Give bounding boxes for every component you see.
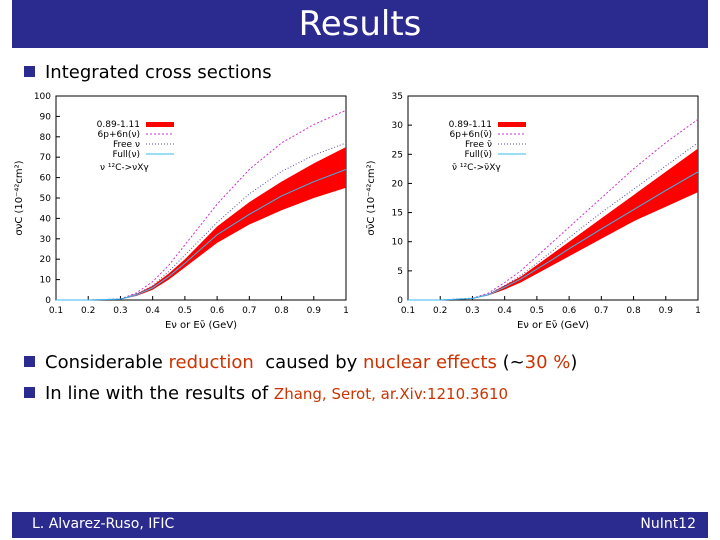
chart-0-xtick-label-8: 0.9: [307, 306, 322, 316]
chart-1-ytick-label-2: 10: [392, 238, 404, 248]
chart-1-ytick-label-7: 35: [392, 92, 403, 102]
chart-0-ytick-label-4: 40: [40, 214, 52, 224]
chart-0-legend-label-2: Free ν: [113, 140, 140, 150]
bullet-text: Integrated cross sections: [45, 62, 272, 83]
bullet-text: caused by: [253, 352, 364, 373]
chart-0-ytick-label-6: 60: [40, 174, 52, 184]
chart-1-xtick-label-7: 0.8: [626, 306, 641, 316]
highlight-nuclear-effects: nuclear effects: [363, 352, 497, 373]
footer-bar: L. Alvarez-Ruso, IFIC NuInt12: [12, 512, 708, 538]
chart-1-ylabel: σν̄C (10⁻⁴²cm²): [366, 160, 377, 235]
chart-1-xtick-label-1: 0.2: [433, 306, 447, 316]
chart-1-ytick-label-6: 30: [392, 121, 404, 131]
chart-1-ytick-label-5: 25: [392, 150, 403, 160]
chart-1-legend-label-3: Full(ν̄): [465, 150, 492, 160]
chart-0-band-uncertainty: [56, 147, 346, 300]
chart-0-series-2: [56, 168, 347, 301]
bullet-reduction: Considerable reduction caused by nuclear…: [24, 352, 577, 373]
chart-1-xtick-label-9: 1: [695, 306, 701, 316]
chart-1-legend-title: ν̄ ¹²C->ν̄Xγ: [452, 163, 501, 173]
chart-1-xtick-label-5: 0.6: [562, 306, 577, 316]
chart-0-xtick-label-1: 0.2: [81, 306, 95, 316]
chart-0-ytick-label-2: 20: [40, 255, 52, 265]
highlight-percent: 30 %: [524, 352, 571, 373]
chart-1-legend-label-2: Free ν̄: [465, 140, 492, 150]
chart-0-legend-title: ν ¹²C->νXγ: [100, 163, 149, 173]
bullet-square-icon: [24, 356, 35, 367]
chart-1-xtick-label-2: 0.3: [465, 306, 479, 316]
chart-0-ytick-label-0: 0: [45, 296, 51, 306]
footer-author: L. Alvarez-Ruso, IFIC: [32, 516, 175, 532]
chart-1-plot-frame: [407, 95, 699, 301]
bullet-line-results: In line with the results of Zhang, Serot…: [24, 383, 508, 404]
bullet-text: ): [570, 352, 578, 373]
chart-0-xtick-label-7: 0.8: [274, 306, 289, 316]
slide-title: Results: [298, 4, 422, 44]
highlight-reduction: reduction: [168, 352, 254, 373]
chart-0-legend-label-1: 6p+6n(ν): [98, 130, 140, 140]
chart-1-ytick-label-1: 5: [397, 267, 403, 277]
chart-0-xtick-label-5: 0.6: [210, 306, 225, 316]
chart-0-xtick-label-3: 0.4: [146, 306, 161, 316]
chart-1-xtick-label-8: 0.9: [659, 306, 674, 316]
chart-antineutrino: 0 5 10 15 20 25 30 35 0.1 0.2 0.3 0.4 0.5 0.6 0.7 0.8 0.…: [366, 92, 701, 331]
chart-0-ylabel: σνC (10⁻⁴²cm²): [14, 160, 25, 235]
bullet-square-icon: [24, 387, 35, 398]
chart-0-legend-label-0: 0.89-1.11: [97, 120, 140, 130]
chart-1-xtick-label-6: 0.7: [594, 306, 608, 316]
title-bar: Results: [12, 0, 708, 48]
chart-0-ytick-label-8: 80: [40, 133, 52, 143]
chart-0-xtick-label-0: 0.1: [49, 306, 63, 316]
chart-1-series-1: [408, 142, 699, 301]
chart-1-xtick-label-4: 0.5: [530, 306, 544, 316]
chart-1-legend-label-0: 0.89-1.11: [449, 120, 492, 130]
footer-conference: NuInt12: [640, 516, 696, 532]
reference-citation: Zhang, Serot, ar.Xiv:1210.3610: [273, 385, 509, 403]
chart-0-ytick-label-9: 90: [40, 112, 52, 122]
bullet-text: Considerable: [45, 352, 169, 373]
chart-1-legend-label-1: 6p+6n(ν̄): [450, 130, 492, 140]
chart-0-xtick-label-6: 0.7: [242, 306, 256, 316]
chart-1-ytick-label-3: 15: [392, 209, 403, 219]
bullet-square-icon: [24, 66, 35, 77]
chart-0-legend-swatch-0: [146, 122, 174, 127]
bullet-text: (~: [496, 352, 525, 373]
chart-0-legend-label-3: Full(ν): [113, 150, 140, 160]
chart-1-ytick-label-4: 20: [392, 179, 404, 189]
chart-0-ytick-label-5: 50: [40, 194, 52, 204]
chart-0-xlabel: Eν or Eν̄ (GeV): [165, 320, 237, 331]
chart-1-series-2: [408, 171, 699, 301]
chart-0-ytick-label-7: 70: [40, 153, 52, 163]
chart-0-xtick-label-2: 0.3: [113, 306, 127, 316]
chart-0-ytick-label-3: 30: [40, 235, 52, 245]
chart-0-xtick-label-9: 1: [343, 306, 349, 316]
chart-0-ytick-label-10: 100: [34, 92, 51, 102]
chart-neutrino: 0 10 20 30 40 50 60 70 80 90 100 0.1 0.2 0.3 0.4 0.5 0.6…: [14, 92, 349, 331]
chart-0-ytick-label-1: 10: [40, 276, 52, 286]
chart-1-xlabel: Eν or Eν̄ (GeV): [517, 320, 589, 331]
bullet-text: In line with the results of: [45, 383, 274, 404]
chart-1-legend-swatch-0: [498, 122, 526, 127]
chart-1-xtick-label-0: 0.1: [401, 306, 415, 316]
chart-0-xtick-label-4: 0.5: [178, 306, 192, 316]
chart-1-ytick-label-0: 0: [397, 296, 403, 306]
bullet-integrated: Integrated cross sections: [24, 62, 272, 83]
chart-1-xtick-label-3: 0.4: [498, 306, 513, 316]
